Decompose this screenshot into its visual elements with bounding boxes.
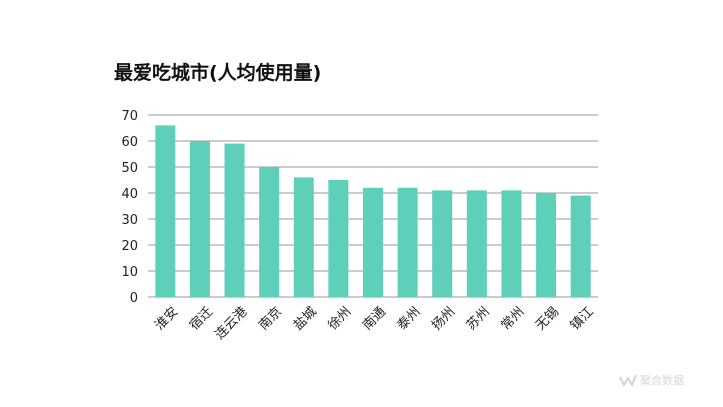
x-tick-label: 淮安 [152,304,181,333]
y-tick-label: 40 [121,187,138,202]
x-tick-label: 镇江 [568,304,597,333]
x-tick-label: 宿迁 [186,304,216,334]
y-tick-label: 70 [121,109,138,124]
x-tick-label: 盐城 [291,304,320,333]
logo-icon [619,374,637,386]
watermark-text: 聚合数据 [640,374,684,387]
x-tick-label: 连云港 [212,304,251,343]
y-tick-label: 50 [121,161,138,176]
x-tick-label: 苏州 [463,304,493,334]
watermark: 聚合数据 [619,372,684,388]
x-tick-label: 南京 [255,304,285,334]
bar [293,177,314,297]
y-tick-label: 30 [121,213,138,228]
y-tick-label: 60 [121,135,138,150]
y-tick-label: 10 [121,265,138,280]
y-tick-label: 0 [130,291,138,306]
bar [570,195,591,297]
y-axis-ticks: 0 10 20 30 40 50 60 70 [121,109,138,306]
bar [259,167,280,297]
bar [466,190,487,297]
bar [432,190,453,297]
bar [363,187,383,297]
bar [536,193,557,297]
y-tick-label: 20 [121,239,138,254]
x-tick-label: 南通 [359,304,389,334]
x-tick-label: 无锡 [533,304,562,333]
x-tick-label: 扬州 [429,304,458,333]
x-tick-label: 泰州 [395,304,424,333]
bar [224,143,245,297]
bar [155,125,176,298]
bar [397,187,418,297]
x-tick-label: 徐州 [325,304,354,333]
chart-title: 最爱吃城市(人均使用量) [114,62,322,84]
bar [501,190,522,297]
bar [328,180,349,297]
bar-layer [155,125,591,298]
x-tick-label: 常州 [499,304,528,333]
bar [189,141,210,297]
